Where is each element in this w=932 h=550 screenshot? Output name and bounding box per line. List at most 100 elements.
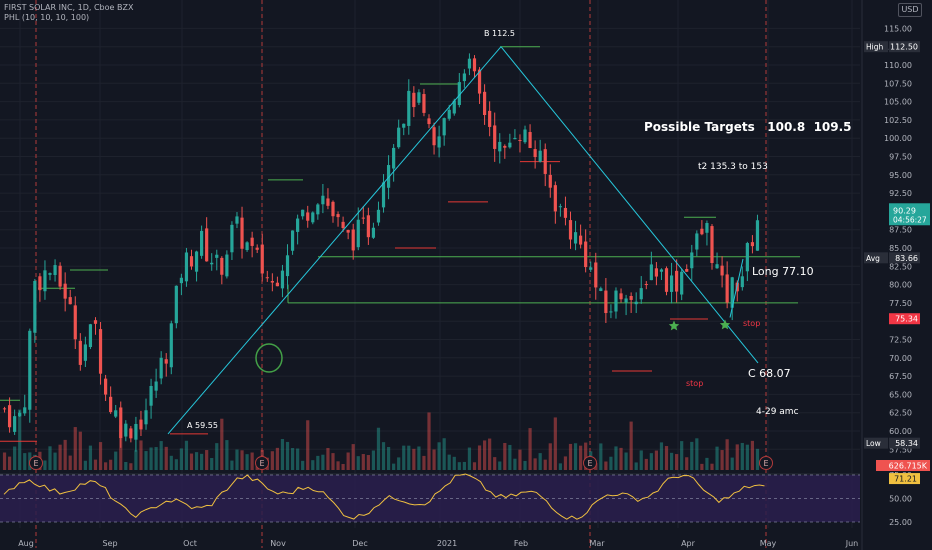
price-tick-4: 67.50: [889, 372, 912, 381]
volume-bar: [720, 450, 724, 470]
volume-bar: [710, 463, 714, 470]
candle-body: [23, 407, 27, 414]
volume-bar: [250, 452, 254, 470]
candle-body: [755, 220, 760, 251]
candle-body: [68, 297, 72, 305]
volume-bar: [654, 450, 659, 470]
candle-body: [149, 385, 153, 406]
volume-bar: [695, 438, 699, 470]
candle-body: [275, 282, 280, 287]
volume-bar: [210, 458, 214, 470]
candle-body: [599, 288, 603, 291]
volume-bar: [179, 448, 183, 470]
candle-body: [184, 252, 189, 282]
volume-bar: [341, 463, 345, 470]
time-tick-5: 2021: [437, 539, 457, 548]
candle-body: [705, 223, 709, 233]
volume-bar: [194, 452, 199, 470]
candle-body: [331, 201, 335, 217]
time-tick-0: Aug: [18, 539, 34, 548]
price-tag-value-2: 75.34: [895, 315, 918, 324]
candle-body: [452, 100, 456, 114]
volume-bar: [639, 450, 643, 470]
candle-body: [18, 412, 22, 417]
volume-bar: [528, 428, 532, 470]
last-price-countdown: 04:56:27: [893, 215, 927, 224]
volume-bar: [159, 441, 163, 470]
candle-body: [356, 219, 360, 248]
grid: [0, 0, 860, 528]
volume-bar: [548, 443, 552, 470]
stop-label-2: stop: [686, 379, 703, 388]
volume-bar: [493, 457, 497, 470]
volume-bar: [644, 458, 648, 470]
price-tick-20: 107.50: [884, 79, 912, 88]
volume-tag-bg: [876, 460, 930, 471]
earnings-badge-3: [759, 456, 773, 470]
candle-body: [619, 293, 623, 300]
price-tick-1: 60.00: [889, 427, 912, 436]
volume-bar: [98, 442, 103, 470]
candle-body: [189, 256, 194, 267]
volume-bar: [311, 460, 315, 470]
candle-body: [690, 252, 694, 269]
currency-button[interactable]: USD: [898, 3, 922, 17]
candle-body: [659, 269, 664, 272]
volume-bar: [285, 441, 290, 470]
last-price-value: 90.29: [893, 206, 916, 215]
candle-body: [654, 268, 659, 277]
volume-bar: [83, 460, 87, 470]
candle-body: [644, 284, 648, 286]
price-tick-14: 92.50: [889, 189, 912, 198]
volume-bar: [690, 441, 694, 470]
volume-bar: [407, 445, 411, 470]
price-tick-15: 95.00: [889, 171, 912, 180]
candle-body: [280, 270, 285, 289]
volume-bar: [725, 439, 729, 470]
candle-body: [710, 226, 714, 263]
price-tick-5: 70.00: [889, 354, 912, 363]
volume-bar: [361, 454, 365, 470]
candle-body: [675, 270, 679, 292]
earnings-badge-label-2: E: [587, 459, 592, 468]
volume-bar: [129, 463, 133, 470]
point-c-label: C 68.07: [748, 367, 791, 380]
candle-body: [482, 91, 487, 116]
candle-body: [93, 320, 98, 324]
time-axis[interactable]: Aug Sep Oct Nov Dec 2021 Feb Mar Apr May Jun: [18, 539, 858, 548]
earnings-annotation: 4-29 amc: [756, 407, 799, 417]
volume-bar: [629, 421, 633, 470]
price-tag-label-bg-1: [864, 252, 888, 264]
candle-body: [685, 268, 689, 272]
volume-bar: [275, 447, 280, 470]
candle-body: [457, 82, 461, 106]
t2-annotation: t2 135.3 to 153: [698, 162, 768, 172]
volume-bar: [624, 452, 628, 470]
candle-body: [720, 265, 724, 276]
candle-body: [417, 92, 421, 103]
candle-body: [649, 264, 653, 281]
candle-body: [462, 73, 466, 82]
earnings-badge-label-1: E: [259, 459, 264, 468]
candle-body: [725, 274, 729, 303]
candle-body: [109, 396, 113, 413]
candle-body: [114, 410, 118, 417]
volume-bar: [584, 442, 588, 470]
volume-bar: [134, 450, 138, 470]
candle-body: [220, 257, 224, 275]
earnings-badge-2: [583, 456, 597, 470]
volume-bar: [220, 418, 224, 470]
volume-tag-value: 626.715K: [889, 462, 928, 471]
volume-bar: [523, 460, 527, 470]
volume-bar: [154, 447, 158, 470]
point-b-label: B 112.5: [484, 29, 515, 38]
candle-body: [53, 265, 57, 276]
price-tick-8: 77.50: [889, 299, 912, 308]
candle-body: [169, 323, 173, 368]
price-axis[interactable]: 57.5060.0062.5065.0067.5070.0072.5075.00…: [861, 0, 932, 550]
volume-bars: [2, 409, 760, 470]
price-tag-value-1: 83.66: [895, 254, 918, 263]
volume-bar: [149, 447, 153, 470]
price-tag-label-1: Avg: [866, 254, 880, 263]
